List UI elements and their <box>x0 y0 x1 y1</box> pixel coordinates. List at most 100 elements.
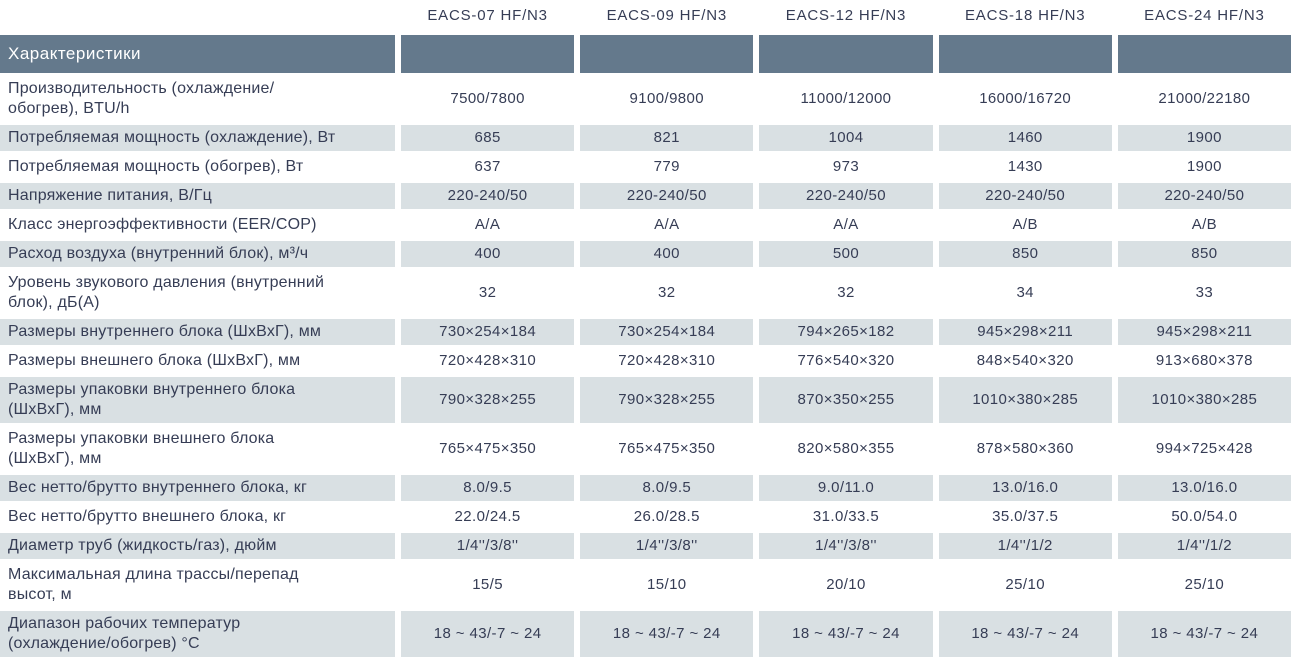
row-value: 1/4''/3/8'' <box>580 533 754 559</box>
characteristics-title: Характеристики <box>0 35 395 73</box>
characteristics-band: Характеристики <box>0 35 1291 73</box>
row-value: 913×680×378 <box>1155 352 1253 369</box>
row-value: 720×428×310 <box>439 352 537 369</box>
row-value: 7500/7800 <box>450 90 525 107</box>
table-row: Максимальная длина трассы/перепад высот,… <box>0 562 1291 608</box>
row-value: 8.0/9.5 <box>401 475 575 501</box>
row-value: 765×475×350 <box>618 440 716 457</box>
row-value: 730×254×184 <box>401 319 575 345</box>
row-label: Вес нетто/брутто внешнего блока, кг <box>8 508 287 525</box>
row-value: 500 <box>759 241 933 267</box>
band-cell <box>401 35 575 73</box>
band-cell <box>1117 35 1291 73</box>
row-value: 1430 <box>1007 158 1043 175</box>
row-value: 1010×380×285 <box>1117 377 1291 423</box>
row-value: 870×350×255 <box>759 377 933 423</box>
table-row: Вес нетто/брутто внешнего блока, кг 22.0… <box>0 504 1291 530</box>
row-value: 848×540×320 <box>976 352 1074 369</box>
row-label: Размеры упаковки внешнего блока (ШхВхГ),… <box>8 430 275 467</box>
band-cell <box>759 35 933 73</box>
table-row: Уровень звукового давления (внутренний б… <box>0 270 1291 316</box>
row-label: Размеры внутреннего блока (ШхВхГ), мм <box>0 319 395 345</box>
row-value: 945×298×211 <box>1117 319 1291 345</box>
row-value: 11000/12000 <box>800 90 892 107</box>
row-value: 878×580×360 <box>976 440 1074 457</box>
row-value: 18 ~ 43/-7 ~ 24 <box>1117 611 1291 657</box>
row-label: Уровень звукового давления (внутренний б… <box>8 274 325 311</box>
row-value: 1/4''/3/8'' <box>759 533 933 559</box>
band-cell <box>938 35 1112 73</box>
row-label: Потребляемая мощность (обогрев), Вт <box>8 158 304 175</box>
row-value: 15/5 <box>472 576 503 593</box>
table-row: Размеры упаковки внешнего блока (ШхВхГ),… <box>0 426 1291 472</box>
table-row: Вес нетто/брутто внутреннего блока, кг 8… <box>0 475 1291 501</box>
model-header-cell: EACS-24 HF/N3 <box>1144 7 1265 24</box>
row-value: 820×580×355 <box>797 440 895 457</box>
row-value: 32 <box>837 284 855 301</box>
row-value: 730×254×184 <box>580 319 754 345</box>
row-value: 400 <box>401 241 575 267</box>
table-row: Напряжение питания, В/Гц 220-240/50 220-2… <box>0 183 1291 209</box>
model-header-row: EACS-07 HF/N3 EACS-09 HF/N3 EACS-12 HF/N… <box>0 0 1291 32</box>
row-value: 400 <box>580 241 754 267</box>
row-value: 790×328×255 <box>401 377 575 423</box>
row-label: Максимальная длина трассы/перепад высот,… <box>8 566 299 603</box>
row-value: 25/10 <box>1005 576 1045 593</box>
table-row: Потребляемая мощность (охлаждение), Вт 6… <box>0 125 1291 151</box>
model-header-cell: EACS-09 HF/N3 <box>606 7 727 24</box>
row-label: Диаметр труб (жидкость/газ), дюйм <box>0 533 395 559</box>
row-value: 776×540×320 <box>797 352 895 369</box>
row-value: 945×298×211 <box>938 319 1112 345</box>
row-value: 25/10 <box>1184 576 1225 593</box>
row-value: 220-240/50 <box>401 183 575 209</box>
model-header-cell: EACS-18 HF/N3 <box>964 7 1086 24</box>
model-header-cell: EACS-12 HF/N3 <box>785 7 907 24</box>
row-label: Размеры внешнего блока (ШхВхГ), мм <box>8 352 301 369</box>
table-row: Расход воздуха (внутренний блок), м³/ч 4… <box>0 241 1291 267</box>
row-value: 1/4''/3/8'' <box>401 533 575 559</box>
table-row: Размеры внутреннего блока (ШхВхГ), мм 73… <box>0 319 1291 345</box>
row-value: 1900 <box>1186 158 1222 175</box>
corner-spacer <box>0 0 395 32</box>
row-value: 637 <box>474 158 501 175</box>
row-value: 1900 <box>1117 125 1291 151</box>
row-value: 1010×380×285 <box>938 377 1112 423</box>
row-value: 1/4''/1/2 <box>938 533 1112 559</box>
row-label: Диапазон рабочих температур (охлаждение/… <box>0 611 395 657</box>
row-value: 26.0/28.5 <box>633 508 700 525</box>
row-value: 8.0/9.5 <box>580 475 754 501</box>
row-value: 220-240/50 <box>580 183 754 209</box>
row-value: 50.0/54.0 <box>1171 508 1238 525</box>
table-row: Диапазон рабочих температур (охлаждение/… <box>0 611 1291 657</box>
band-cell <box>580 35 754 73</box>
row-value: 33 <box>1195 284 1214 301</box>
row-value: 994×725×428 <box>1155 440 1253 457</box>
row-value: 794×265×182 <box>759 319 933 345</box>
row-value: 20/10 <box>826 576 866 593</box>
table-row: Размеры внешнего блока (ШхВхГ), мм 720×4… <box>0 348 1291 374</box>
row-value: 9.0/11.0 <box>759 475 933 501</box>
row-value: 34 <box>1016 284 1034 301</box>
row-value: 685 <box>401 125 575 151</box>
row-value: 720×428×310 <box>618 352 716 369</box>
row-value: 13.0/16.0 <box>1117 475 1291 501</box>
row-label: Напряжение питания, В/Гц <box>0 183 395 209</box>
table-row: Диаметр труб (жидкость/газ), дюйм 1/4''/… <box>0 533 1291 559</box>
row-value: A/A <box>654 216 680 233</box>
row-value: 21000/22180 <box>1158 90 1251 107</box>
row-label: Размеры упаковки внутреннего блока (ШхВх… <box>0 377 395 423</box>
table-row: Класс энергоэффективности (EER/COP) A/A A… <box>0 212 1291 238</box>
row-value: 973 <box>832 158 860 175</box>
row-value: 18 ~ 43/-7 ~ 24 <box>401 611 575 657</box>
row-value: A/A <box>474 216 501 233</box>
row-value: 18 ~ 43/-7 ~ 24 <box>580 611 754 657</box>
row-value: 790×328×255 <box>580 377 754 423</box>
row-label: Производительность (охлаждение/ обогрев)… <box>8 80 275 117</box>
model-header-cell: EACS-07 HF/N3 <box>427 7 548 24</box>
row-label: Вес нетто/брутто внутреннего блока, кг <box>0 475 395 501</box>
row-value: 850 <box>938 241 1112 267</box>
row-value: A/B <box>1191 216 1218 233</box>
row-value: A/B <box>1012 216 1038 233</box>
row-value: 18 ~ 43/-7 ~ 24 <box>938 611 1112 657</box>
